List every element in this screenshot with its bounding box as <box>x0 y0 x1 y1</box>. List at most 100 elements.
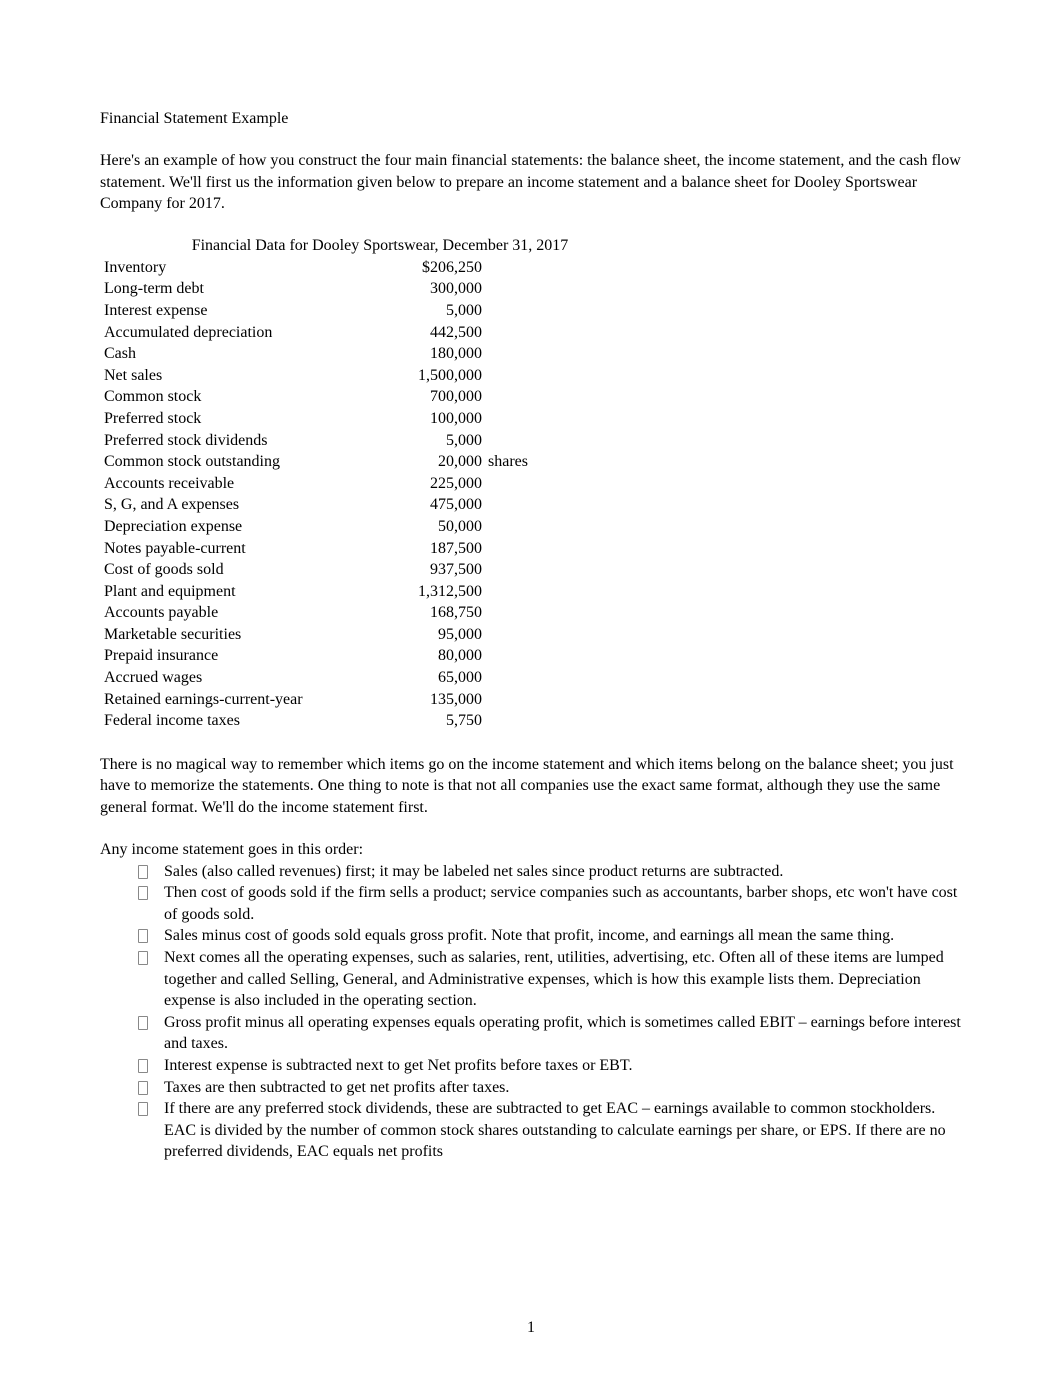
row-label: Prepaid insurance <box>100 645 368 667</box>
row-value: 5,750 <box>368 710 486 732</box>
row-unit <box>486 300 532 322</box>
list-item: Then cost of goods sold if the firm sell… <box>138 882 962 925</box>
financial-data-table: Inventory$206,250Long-term debt300,000In… <box>100 257 532 732</box>
row-label: Common stock outstanding <box>100 451 368 473</box>
table-row: Marketable securities95,000 <box>100 624 532 646</box>
row-unit <box>486 667 532 689</box>
row-unit <box>486 386 532 408</box>
table-row: Retained earnings-current-year135,000 <box>100 689 532 711</box>
list-item: Sales minus cost of goods sold equals gr… <box>138 925 962 947</box>
row-value: 1,312,500 <box>368 581 486 603</box>
row-value: 700,000 <box>368 386 486 408</box>
row-value: 475,000 <box>368 494 486 516</box>
row-value: 225,000 <box>368 473 486 495</box>
table-row: Preferred stock dividends5,000 <box>100 430 532 452</box>
row-label: Preferred stock dividends <box>100 430 368 452</box>
income-statement-order-list: Sales (also called revenues) first; it m… <box>100 861 962 1163</box>
list-item: Taxes are then subtracted to get net pro… <box>138 1077 962 1099</box>
row-value: 65,000 <box>368 667 486 689</box>
row-unit <box>486 602 532 624</box>
page-number: 1 <box>0 1319 1062 1337</box>
row-label: Inventory <box>100 257 368 279</box>
table-row: Accounts payable168,750 <box>100 602 532 624</box>
table-row: S, G, and A expenses475,000 <box>100 494 532 516</box>
table-row: Notes payable-current187,500 <box>100 538 532 560</box>
row-value: 442,500 <box>368 322 486 344</box>
table-row: Common stock700,000 <box>100 386 532 408</box>
table-row: Long-term debt300,000 <box>100 278 532 300</box>
row-value: 50,000 <box>368 516 486 538</box>
table-row: Interest expense5,000 <box>100 300 532 322</box>
row-unit <box>486 343 532 365</box>
row-label: Interest expense <box>100 300 368 322</box>
row-value: 1,500,000 <box>368 365 486 387</box>
intro-paragraph: Here's an example of how you construct t… <box>100 150 962 215</box>
row-value: 20,000 <box>368 451 486 473</box>
table-row: Plant and equipment1,312,500 <box>100 581 532 603</box>
row-unit <box>486 581 532 603</box>
row-value: $206,250 <box>368 257 486 279</box>
row-unit <box>486 257 532 279</box>
row-label: Accounts receivable <box>100 473 368 495</box>
row-value: 180,000 <box>368 343 486 365</box>
row-label: Cash <box>100 343 368 365</box>
list-item: Interest expense is subtracted next to g… <box>138 1055 962 1077</box>
financial-data-body: Inventory$206,250Long-term debt300,000In… <box>100 257 532 732</box>
row-label: Accumulated depreciation <box>100 322 368 344</box>
table-row: Accumulated depreciation442,500 <box>100 322 532 344</box>
row-unit <box>486 365 532 387</box>
row-label: Federal income taxes <box>100 710 368 732</box>
list-item: Sales (also called revenues) first; it m… <box>138 861 962 883</box>
table-row: Cash180,000 <box>100 343 532 365</box>
row-label: S, G, and A expenses <box>100 494 368 516</box>
table-row: Common stock outstanding20,000shares <box>100 451 532 473</box>
row-value: 95,000 <box>368 624 486 646</box>
row-unit <box>486 516 532 538</box>
row-value: 168,750 <box>368 602 486 624</box>
row-unit <box>486 278 532 300</box>
row-value: 5,000 <box>368 430 486 452</box>
row-label: Notes payable-current <box>100 538 368 560</box>
row-unit <box>486 473 532 495</box>
row-label: Accounts payable <box>100 602 368 624</box>
table-row: Inventory$206,250 <box>100 257 532 279</box>
list-item: If there are any preferred stock dividen… <box>138 1098 962 1163</box>
row-unit <box>486 494 532 516</box>
table-row: Accounts receivable225,000 <box>100 473 532 495</box>
row-value: 135,000 <box>368 689 486 711</box>
table-row: Net sales1,500,000 <box>100 365 532 387</box>
row-value: 80,000 <box>368 645 486 667</box>
row-unit <box>486 645 532 667</box>
row-label: Cost of goods sold <box>100 559 368 581</box>
row-label: Plant and equipment <box>100 581 368 603</box>
row-value: 937,500 <box>368 559 486 581</box>
row-label: Accrued wages <box>100 667 368 689</box>
list-intro: Any income statement goes in this order: <box>100 841 962 859</box>
document-page: Financial Statement Example Here's an ex… <box>0 0 1062 1377</box>
row-unit <box>486 322 532 344</box>
row-value: 100,000 <box>368 408 486 430</box>
row-unit <box>486 430 532 452</box>
row-unit <box>486 689 532 711</box>
row-unit: shares <box>486 451 532 473</box>
table-row: Accrued wages65,000 <box>100 667 532 689</box>
table-row: Preferred stock100,000 <box>100 408 532 430</box>
row-label: Retained earnings-current-year <box>100 689 368 711</box>
table-row: Cost of goods sold937,500 <box>100 559 532 581</box>
row-label: Depreciation expense <box>100 516 368 538</box>
row-label: Common stock <box>100 386 368 408</box>
row-label: Net sales <box>100 365 368 387</box>
list-item: Next comes all the operating expenses, s… <box>138 947 962 1012</box>
row-unit <box>486 559 532 581</box>
table-row: Federal income taxes5,750 <box>100 710 532 732</box>
row-label: Marketable securities <box>100 624 368 646</box>
list-item: Gross profit minus all operating expense… <box>138 1012 962 1055</box>
row-unit <box>486 624 532 646</box>
row-value: 5,000 <box>368 300 486 322</box>
row-label: Long-term debt <box>100 278 368 300</box>
row-value: 187,500 <box>368 538 486 560</box>
table-row: Prepaid insurance80,000 <box>100 645 532 667</box>
mid-paragraph: There is no magical way to remember whic… <box>100 754 962 819</box>
table-row: Depreciation expense50,000 <box>100 516 532 538</box>
row-unit <box>486 538 532 560</box>
